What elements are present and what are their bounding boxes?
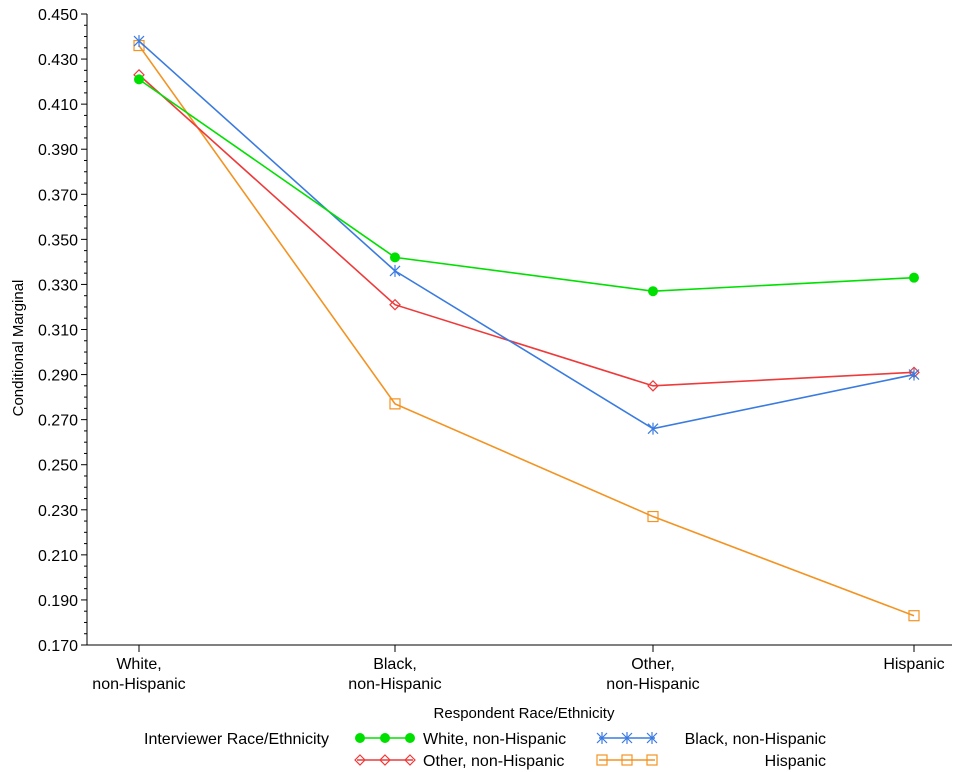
y-tick-label: 0.250	[38, 458, 78, 475]
y-tick-label: 0.370	[38, 187, 78, 204]
series-line	[138, 40, 915, 430]
x-tick-label: Black, non-Hispanic	[348, 656, 441, 693]
data-point	[647, 510, 659, 523]
y-tick-label: 0.290	[38, 368, 78, 385]
legend-marker	[621, 754, 633, 766]
legend-marker	[379, 754, 391, 766]
y-tick-label: 0.310	[38, 323, 78, 340]
x-tick-label: Other, non-Hispanic	[606, 656, 699, 693]
data-point	[909, 272, 919, 283]
legend-marker	[405, 733, 415, 743]
data-point	[390, 252, 400, 263]
y-tick-label: 0.170	[38, 638, 78, 655]
series-line	[138, 78, 915, 292]
legend-label: White, non-Hispanic	[423, 731, 566, 748]
legend-title: Interviewer Race/Ethnicity	[144, 731, 329, 748]
y-tick-label: 0.210	[38, 548, 78, 565]
y-tick-label: 0.450	[38, 7, 78, 24]
legend-marker	[646, 732, 658, 744]
x-tick-label: Hispanic	[883, 656, 944, 673]
data-point	[133, 35, 145, 48]
data-point	[389, 398, 401, 410]
data-point	[389, 264, 401, 277]
series-black-non-hispanic	[133, 35, 920, 435]
x-axis-title: Respondent Race/Ethnicity	[434, 705, 615, 722]
legend-entry: Other, non-Hispanic	[354, 753, 564, 770]
legend-marker	[354, 754, 366, 766]
legend: Interviewer Race/Ethnicity White, non-Hi…	[144, 731, 826, 770]
legend-marker	[596, 732, 608, 744]
data-point	[389, 298, 401, 311]
legend-marker	[621, 732, 633, 744]
data-point	[647, 422, 659, 435]
x-axis: White, non-Hispanic Black, non-Hispanic Othe…	[92, 645, 945, 693]
data-point	[908, 610, 920, 622]
series-layer	[133, 35, 920, 622]
legend-entry: Black, non-Hispanic	[596, 731, 826, 748]
data-point	[134, 74, 144, 85]
data-point	[647, 379, 659, 392]
y-axis-title: Conditional Marginal	[10, 280, 27, 417]
series-line	[138, 45, 915, 617]
plot-frame	[86, 14, 952, 646]
y-tick-label: 0.430	[38, 52, 78, 69]
legend-label: Other, non-Hispanic	[423, 753, 564, 770]
legend-marker	[596, 754, 608, 766]
y-tick-label: 0.230	[38, 503, 78, 520]
series-line	[138, 74, 915, 387]
y-tick-label: 0.330	[38, 277, 78, 294]
y-tick-label: 0.390	[38, 142, 78, 159]
legend-marker	[355, 733, 365, 743]
legend-label: Hispanic	[765, 753, 826, 770]
series-other-non-hispanic	[133, 68, 920, 392]
series-hispanic	[133, 39, 920, 622]
y-tick-label: 0.190	[38, 593, 78, 610]
data-point	[648, 286, 658, 297]
series-white-non-hispanic	[134, 74, 919, 297]
y-tick-label: 0.410	[38, 97, 78, 114]
data-point	[908, 368, 920, 381]
legend-label: Black, non-Hispanic	[685, 731, 826, 748]
legend-entry: White, non-Hispanic	[355, 731, 566, 748]
legend-marker	[380, 733, 390, 743]
legend-marker	[404, 754, 416, 766]
legend-entry: Hispanic	[596, 753, 826, 770]
y-tick-label: 0.350	[38, 232, 78, 249]
x-tick-label: White, non-Hispanic	[92, 656, 185, 693]
legend-marker	[646, 754, 658, 766]
y-tick-label: 0.270	[38, 413, 78, 430]
y-axis: 0.170 0.190 0.210 0.230 0.250 0.270 0.290 0.310…	[38, 7, 87, 655]
